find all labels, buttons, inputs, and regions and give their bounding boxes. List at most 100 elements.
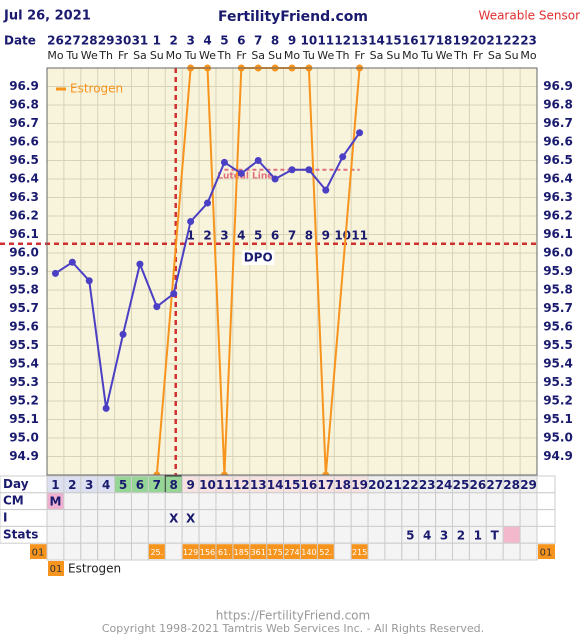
temperature-point	[51, 269, 59, 277]
date-label: 20	[470, 34, 487, 48]
table-cell	[266, 492, 285, 511]
days-cell-text: 25	[453, 478, 470, 492]
table-cell	[452, 509, 470, 527]
table-cell	[418, 509, 437, 527]
dpo-number: 4	[237, 229, 245, 243]
days-cell-text: 14	[267, 478, 284, 492]
y-tick-label: 94.9	[9, 449, 39, 463]
temperature-point	[85, 277, 93, 285]
stats-cell-text: 2	[457, 528, 465, 542]
i-cell-text: X	[169, 512, 179, 526]
temperature-point	[288, 166, 296, 174]
luteal-line-label: Luteal Line	[217, 171, 273, 181]
table-cell	[181, 525, 200, 544]
days-cell-text: 7	[153, 478, 161, 492]
table-cell	[299, 509, 318, 527]
table-cell	[333, 525, 352, 544]
days-cell-text: 18	[334, 478, 351, 492]
plot-border	[46, 67, 538, 476]
table-cell	[164, 492, 183, 511]
table-cell	[485, 492, 504, 511]
date-label: 26	[47, 34, 64, 48]
dpo-number: 9	[322, 229, 330, 243]
grid	[47, 68, 537, 475]
weekday-label: Fr	[355, 49, 366, 62]
weekday-label: Sa	[370, 49, 384, 62]
date-label: 18	[436, 34, 453, 48]
y-tick-label-right: 95.3	[543, 375, 573, 389]
y-tick-label-right: 94.9	[543, 449, 573, 463]
temperature-point	[102, 404, 110, 412]
table-cell	[367, 509, 386, 527]
weekday-label: Fr	[118, 49, 129, 62]
temperature-point	[220, 158, 228, 166]
temperature-point	[305, 166, 313, 174]
days-cell-text: 16	[301, 478, 318, 492]
weekday-label: Mo	[47, 49, 63, 62]
weekday-label: We	[199, 49, 216, 62]
estrogen-row-cell	[384, 542, 403, 561]
days-cell-text: 9	[186, 478, 194, 492]
y-tick-label: 95.9	[9, 264, 39, 278]
days-cell-text: 12	[233, 478, 250, 492]
temperature-point	[271, 175, 279, 183]
table-cell	[384, 492, 403, 511]
legend-code: 01	[50, 564, 63, 575]
y-tick-label-right: 95.9	[543, 264, 573, 278]
table-cell	[266, 509, 285, 527]
date-label: 11	[317, 34, 334, 48]
y-tick-label-right: 95.7	[543, 301, 573, 315]
weekday-label: Mo	[166, 49, 182, 62]
y-tick-label-right: 96.1	[543, 227, 573, 241]
estrogen-value-label: 175	[267, 548, 282, 557]
days-cell-text: 24	[436, 478, 453, 492]
estrogen-value-label: 185	[234, 548, 249, 557]
table-cell	[350, 492, 369, 511]
table-cell	[63, 509, 82, 527]
weekday-label: We	[317, 49, 334, 62]
estrogen-row-cell	[418, 542, 437, 561]
date-label: 4	[203, 34, 211, 48]
y-tick-label: 96.1	[9, 227, 39, 241]
days-cell-text: 19	[351, 478, 368, 492]
days-cell-text: 27	[486, 478, 503, 492]
table-cell	[215, 509, 234, 527]
date-label: 15	[385, 34, 402, 48]
table-cell	[468, 492, 487, 511]
table-cell	[384, 525, 403, 544]
estrogen-row-cell	[46, 542, 65, 561]
dpo-label: DPO	[244, 251, 273, 265]
days-cell-text: 26	[470, 478, 487, 492]
table-cell	[215, 492, 234, 511]
temperature-point	[356, 129, 364, 137]
y-tick-label-right: 95.6	[543, 320, 573, 334]
days-cell-text: 8	[170, 478, 178, 492]
date-label: 28	[81, 34, 98, 48]
table-cell	[283, 492, 301, 511]
date-label: 22	[503, 34, 520, 48]
date-label: 6	[237, 34, 245, 48]
table-cell	[215, 525, 234, 544]
legend-code-box	[48, 561, 64, 576]
days-cell-text: 23	[419, 478, 436, 492]
row-right-cell	[536, 509, 556, 527]
estrogen-value-label: 25.	[150, 548, 163, 557]
estrogen-value-label: 140	[301, 548, 316, 557]
row-label: Day	[3, 477, 29, 491]
table-cell	[401, 492, 420, 511]
table-cell	[452, 492, 470, 511]
y-tick-label-right: 95.4	[543, 357, 573, 371]
y-tick-label: 96.8	[9, 98, 39, 112]
days-cell-text: 10	[199, 478, 216, 492]
days-cell-text: 17	[317, 478, 334, 492]
y-tick-label: 95.8	[9, 283, 39, 297]
estrogen-row-cell	[63, 542, 82, 561]
y-tick-label-right: 95.8	[543, 283, 573, 297]
estrogen-code-cell	[30, 544, 47, 559]
table-cell	[232, 509, 251, 527]
estrogen-value-label: 361	[251, 548, 266, 557]
weekday-label: Mo	[520, 49, 536, 62]
table-cell	[80, 492, 99, 511]
weekday-label: Tu	[65, 49, 78, 62]
table-cell	[418, 492, 437, 511]
